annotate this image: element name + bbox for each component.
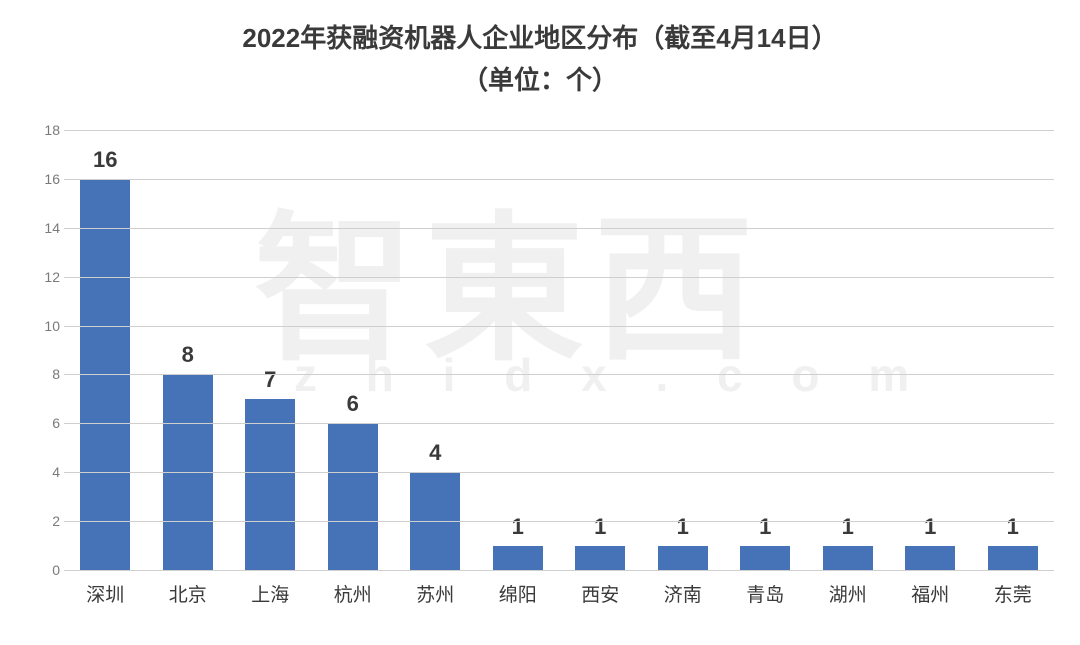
bar-slot: 1福州	[889, 130, 972, 570]
x-category-label: 青岛	[746, 580, 784, 607]
y-tick-label: 14	[36, 220, 60, 236]
y-tick-label: 12	[36, 269, 60, 285]
gridline	[64, 179, 1054, 180]
x-category-label: 福州	[911, 580, 949, 607]
x-category-label: 济南	[664, 580, 702, 607]
bar	[988, 546, 1038, 570]
x-category-label: 西安	[581, 580, 619, 607]
y-tick-label: 8	[36, 366, 60, 382]
plot-area: 16深圳8北京7上海6杭州4苏州1绵阳1西安1济南1青岛1湖州1福州1东莞 02…	[64, 130, 1054, 570]
chart-title-block: 2022年获融资机器人企业地区分布（截至4月14日） （单位：个）	[0, 0, 1080, 101]
bar-slot: 1绵阳	[477, 130, 560, 570]
y-tick-label: 4	[36, 464, 60, 480]
bar	[740, 546, 790, 570]
gridline	[64, 374, 1054, 375]
bar-slot: 8北京	[147, 130, 230, 570]
gridline	[64, 277, 1054, 278]
bar-slot: 1青岛	[724, 130, 807, 570]
bar-value-label: 1	[842, 514, 854, 540]
x-category-label: 绵阳	[499, 580, 537, 607]
y-tick-label: 10	[36, 318, 60, 334]
bar-slot: 1湖州	[807, 130, 890, 570]
bar-value-label: 1	[1007, 514, 1019, 540]
y-tick-label: 6	[36, 415, 60, 431]
bar	[328, 423, 378, 570]
bar-value-label: 7	[264, 367, 276, 393]
gridline	[64, 570, 1054, 571]
bar-value-label: 1	[924, 514, 936, 540]
bar	[245, 399, 295, 570]
chart-container: 智東西 z h i d x . c o m 16深圳8北京7上海6杭州4苏州1绵…	[34, 130, 1054, 610]
bar-slot: 1东莞	[972, 130, 1055, 570]
bar-value-label: 1	[677, 514, 689, 540]
y-tick-label: 18	[36, 122, 60, 138]
gridline	[64, 423, 1054, 424]
bar	[823, 546, 873, 570]
bar-slot: 16深圳	[64, 130, 147, 570]
x-category-label: 上海	[251, 580, 289, 607]
bar-value-label: 1	[512, 514, 524, 540]
x-category-label: 深圳	[86, 580, 124, 607]
gridline	[64, 521, 1054, 522]
gridline	[64, 326, 1054, 327]
bar	[575, 546, 625, 570]
gridline	[64, 472, 1054, 473]
y-tick-label: 0	[36, 562, 60, 578]
bar-value-label: 4	[429, 440, 441, 466]
bar-slot: 4苏州	[394, 130, 477, 570]
y-tick-label: 16	[36, 171, 60, 187]
chart-title-line2: （单位：个）	[0, 60, 1080, 102]
bar-value-label: 16	[93, 147, 117, 173]
x-category-label: 北京	[169, 580, 207, 607]
bar	[658, 546, 708, 570]
gridline	[64, 130, 1054, 131]
bar-value-label: 1	[594, 514, 606, 540]
bar-value-label: 8	[182, 342, 194, 368]
bar-value-label: 1	[759, 514, 771, 540]
gridline	[64, 228, 1054, 229]
bar	[905, 546, 955, 570]
x-category-label: 杭州	[334, 580, 372, 607]
x-category-label: 苏州	[416, 580, 454, 607]
bar-value-label: 6	[347, 391, 359, 417]
bar-slot: 6杭州	[312, 130, 395, 570]
bar-slot: 7上海	[229, 130, 312, 570]
bar	[493, 546, 543, 570]
bar-slot: 1济南	[642, 130, 725, 570]
x-category-label: 湖州	[829, 580, 867, 607]
y-tick-label: 2	[36, 513, 60, 529]
x-category-label: 东莞	[994, 580, 1032, 607]
chart-title-line1: 2022年获融资机器人企业地区分布（截至4月14日）	[0, 18, 1080, 60]
bar-slot: 1西安	[559, 130, 642, 570]
bars-group: 16深圳8北京7上海6杭州4苏州1绵阳1西安1济南1青岛1湖州1福州1东莞	[64, 130, 1054, 570]
